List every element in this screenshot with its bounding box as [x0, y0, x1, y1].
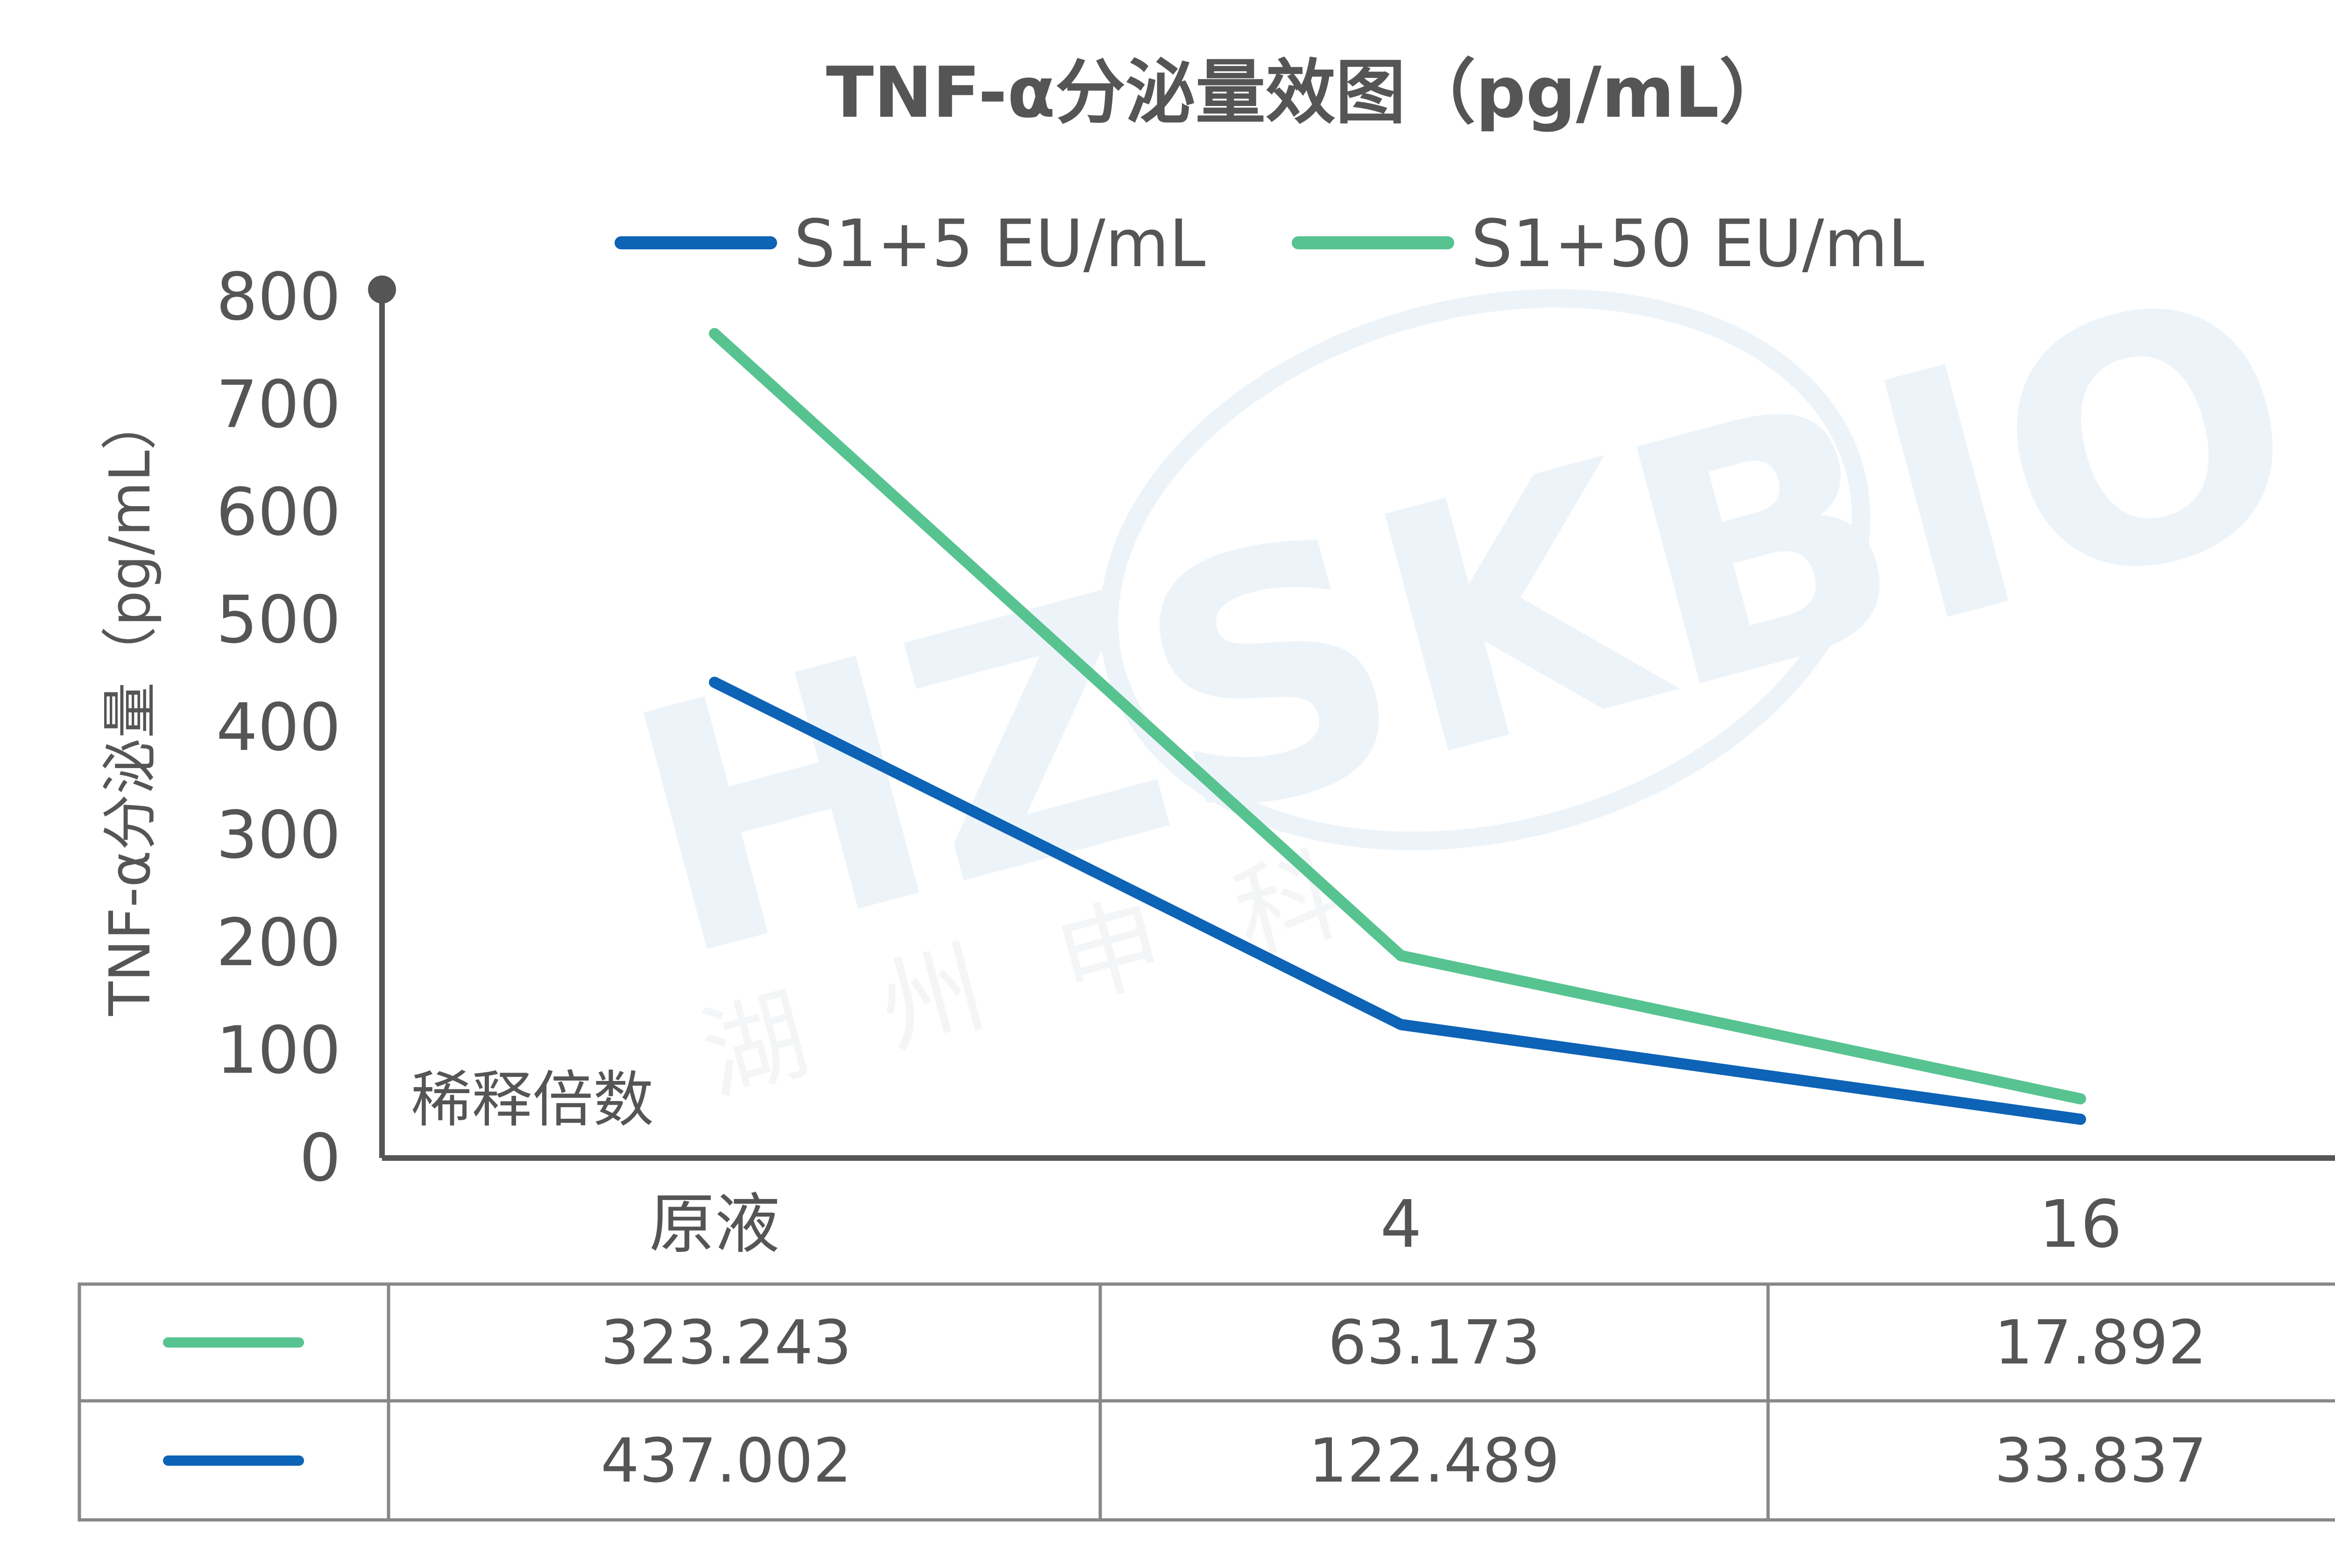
y-tick-label: 600	[216, 474, 341, 551]
y-tick-label: 300	[216, 798, 341, 874]
watermark: HZSKBIO	[596, 217, 2335, 1034]
x-tick-label: 4	[1380, 1187, 1422, 1263]
y-tick-label: 100	[216, 1013, 341, 1089]
x-tick-label: 原液	[649, 1187, 780, 1263]
legend-label-s1-50: S1+50 EU/mL	[1471, 206, 1924, 282]
y-tick-labels: 0 100 200 300 400 500 600 700 800	[216, 259, 341, 1196]
series-line-0	[709, 677, 2086, 1125]
data-table: 323.243 63.173 17.892 437.002 122.489 33.837	[78, 1282, 2335, 1522]
watermark-text: HZSKBIO	[596, 217, 2335, 1034]
legend: S1+5 EU/mL S1+50 EU/mL	[615, 206, 1924, 282]
table-cell: 323.243	[601, 1307, 852, 1378]
chart-title: TNF-α分泌量效图（pg/mL）	[826, 52, 1789, 134]
series-line-1	[709, 328, 2086, 1105]
y-axis-title: TNF-α分泌量（pg/mL）	[98, 394, 163, 1016]
x-axis-title: 稀释倍数	[411, 1064, 654, 1135]
x-tick-labels: 原液 4 16	[649, 1187, 2122, 1263]
y-tick-label: 400	[216, 690, 341, 766]
axes	[368, 275, 2335, 1161]
table-cell: 63.173	[1328, 1307, 1541, 1378]
table-cell: 33.837	[1995, 1425, 2207, 1496]
series-lines	[709, 328, 2086, 1125]
table-body: 323.243 63.173 17.892 437.002 122.489 33.837	[163, 1307, 2207, 1496]
y-tick-label: 500	[216, 582, 341, 658]
y-tick-label: 800	[216, 259, 341, 335]
y-tick-label: 700	[216, 367, 341, 443]
table-cell: 122.489	[1309, 1425, 1560, 1496]
table-cell: 17.892	[1995, 1307, 2207, 1378]
table-cell: 437.002	[601, 1425, 852, 1496]
legend-label-s1-5: S1+5 EU/mL	[794, 206, 1205, 282]
y-tick-label: 200	[216, 905, 341, 981]
y-tick-label: 0	[299, 1120, 341, 1196]
x-tick-label: 16	[2039, 1187, 2122, 1263]
y-axis-end-dot	[368, 275, 396, 304]
